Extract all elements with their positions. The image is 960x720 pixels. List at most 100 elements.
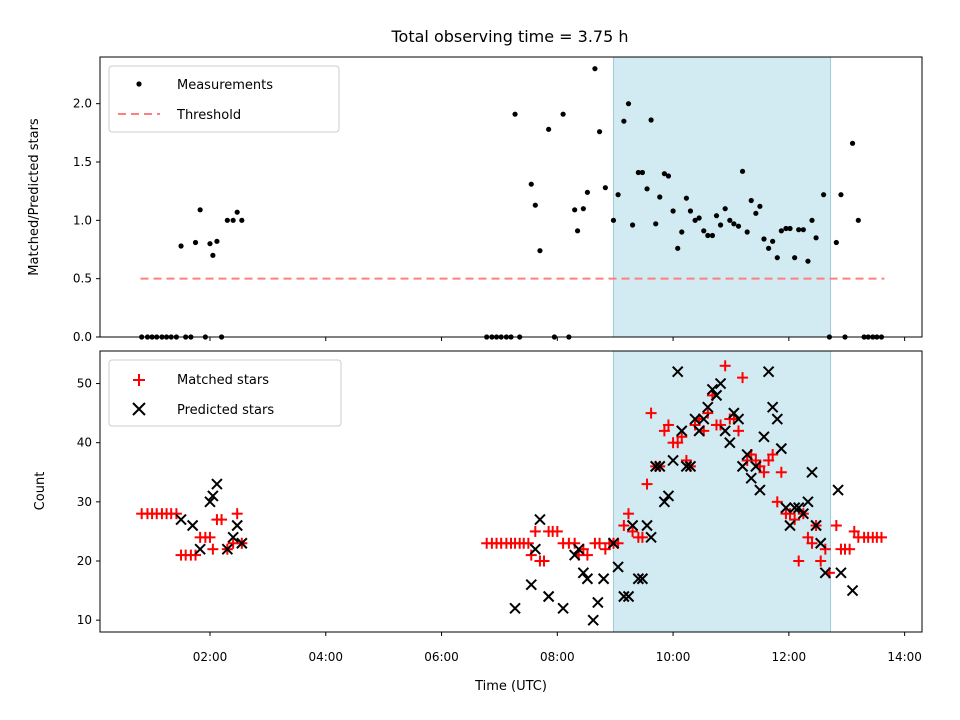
measurement-point xyxy=(809,217,815,223)
measurement-point xyxy=(625,101,632,107)
matched-star-point xyxy=(715,419,727,431)
predicted-star-point xyxy=(698,413,710,425)
predicted-star-point xyxy=(732,413,745,425)
measurement-point xyxy=(796,227,802,233)
measurement-point xyxy=(592,66,598,72)
bottom-x-tick-label: 06:00 xyxy=(424,650,459,664)
chart-title: Total observing time = 3.75 h xyxy=(390,27,628,46)
predicted-star-point xyxy=(597,573,610,585)
legend-matched-label: Matched stars xyxy=(177,373,269,388)
measurement-point xyxy=(665,173,672,179)
measurement-point xyxy=(838,192,844,198)
measurement-point xyxy=(753,210,759,216)
predicted-star-point xyxy=(622,590,635,603)
measurement-point xyxy=(234,209,240,215)
matched-star-point xyxy=(806,537,818,549)
measurement-point xyxy=(580,206,586,212)
matched-star-point xyxy=(848,525,860,537)
matched-star-point xyxy=(522,537,534,549)
measurement-point xyxy=(792,255,798,261)
top-panel: 0.00.51.01.52.0 Matched/Predicted stars … xyxy=(27,56,923,344)
top-x-ticks xyxy=(209,337,906,341)
matched-star-point xyxy=(676,431,688,443)
measurement-point xyxy=(783,225,789,232)
matched-star-point xyxy=(680,454,692,466)
measurement-point xyxy=(683,195,689,201)
matched-star-point xyxy=(750,454,762,466)
predicted-star-point xyxy=(658,496,671,508)
predicted-star-point xyxy=(702,401,714,413)
matched-star-point xyxy=(672,437,684,449)
predicted-star-point xyxy=(577,567,590,579)
predicted-star-point xyxy=(525,578,537,591)
matched-star-point xyxy=(594,537,606,549)
predicted-star-point xyxy=(194,543,206,555)
predicted-star-point xyxy=(736,460,749,473)
predicted-star-point xyxy=(766,401,779,413)
matched-star-point xyxy=(627,525,639,537)
measurement-point xyxy=(635,169,641,176)
measurement-point xyxy=(560,111,566,117)
bottom-legend-box xyxy=(108,359,342,427)
predicted-star-point xyxy=(775,442,788,455)
matched-legend-marker xyxy=(133,374,145,386)
predicted-star-point xyxy=(542,590,555,603)
predicted-star-point xyxy=(814,537,827,549)
measurement-point xyxy=(546,126,552,132)
predicted-star-point xyxy=(636,573,649,585)
predicted-star-point xyxy=(758,431,770,443)
bottom-ylabel: Count xyxy=(33,472,48,511)
top-y-tick-label: 2.0 xyxy=(73,97,92,111)
measurement-point xyxy=(610,217,617,223)
predicted-star-point xyxy=(719,425,731,437)
matched-star-point xyxy=(732,425,744,437)
top-y-axis: 0.0 0.5 1.0 1.5 2.0 xyxy=(73,97,100,344)
predicted-star-point xyxy=(592,596,604,609)
bottom-x-tick-label: 12:00 xyxy=(772,650,807,664)
predicted-star-point xyxy=(784,519,796,532)
bottom-x-tick-label: 02:00 xyxy=(193,650,228,664)
predicted-star-point xyxy=(573,543,585,555)
predicted-star-point xyxy=(667,454,679,467)
measurement-point xyxy=(537,248,543,254)
predicted-star-point xyxy=(676,425,688,437)
matched-star-point xyxy=(623,508,635,520)
measurement-point xyxy=(648,117,654,123)
matched-star-point xyxy=(702,407,714,419)
measurement-point xyxy=(757,203,763,209)
matched-star-point xyxy=(525,549,537,561)
measurement-point xyxy=(800,227,806,233)
predicted-star-point xyxy=(714,377,727,390)
bottom-x-tick-label: 10:00 xyxy=(656,650,691,664)
matched-star-point xyxy=(231,508,243,520)
predicted-star-point xyxy=(612,561,624,573)
matched-star-point xyxy=(190,549,202,561)
measurement-point xyxy=(621,118,627,124)
matched-star-point xyxy=(802,531,814,543)
matched-star-point xyxy=(767,449,779,461)
measurement-point xyxy=(692,217,698,223)
measurement-point xyxy=(761,236,767,242)
matched-star-point xyxy=(551,525,563,537)
legend-predicted-label: Predicted stars xyxy=(177,403,274,418)
predicted-star-point xyxy=(806,466,818,478)
measurement-point xyxy=(574,228,581,234)
predicted-star-point xyxy=(780,502,792,514)
measurement-point xyxy=(532,202,538,208)
measurement-point xyxy=(239,217,245,223)
measurement-point xyxy=(696,215,702,221)
measurement-point xyxy=(713,213,720,219)
bottom-y-axis: 10 20 30 40 50 xyxy=(77,377,100,627)
measurement-point xyxy=(528,181,534,187)
measurement-point xyxy=(224,217,230,223)
predicted-star-point xyxy=(810,519,822,532)
predicted-star-point xyxy=(706,383,719,396)
matched-star-point xyxy=(830,520,842,532)
predicted-star-point xyxy=(802,496,814,508)
predicted-star-point xyxy=(689,413,701,425)
measurement-point xyxy=(731,221,737,227)
legend-threshold-label: Threshold xyxy=(176,108,241,123)
predicted-star-point xyxy=(607,537,620,549)
matched-star-point xyxy=(636,531,648,543)
legend-measurements-label: Measurements xyxy=(177,78,273,93)
